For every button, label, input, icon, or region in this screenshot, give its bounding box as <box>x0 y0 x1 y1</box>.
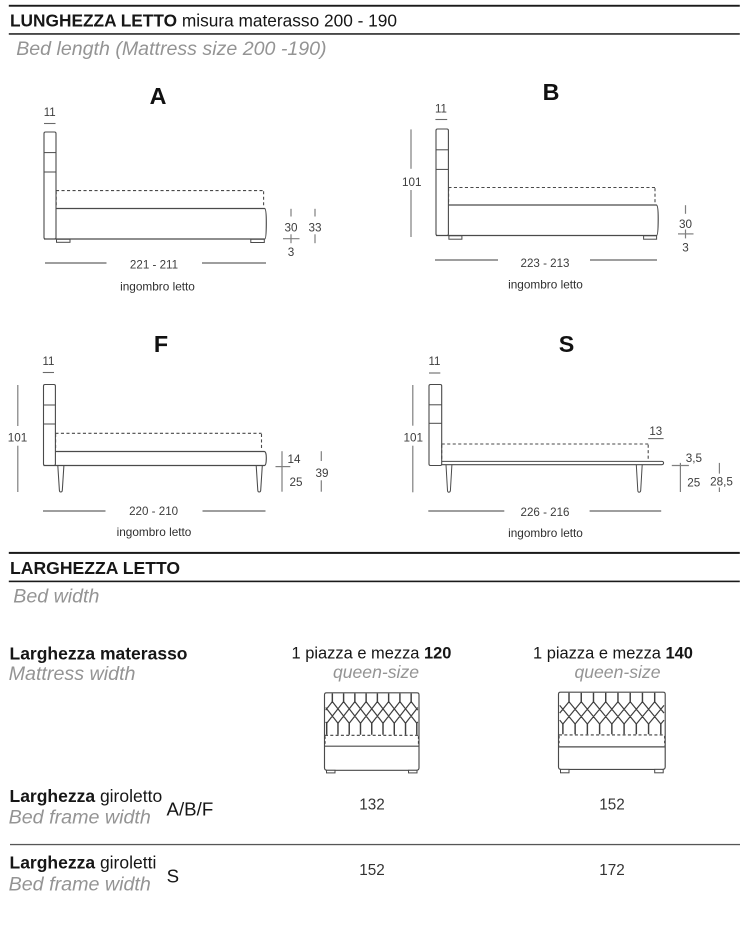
svg-text:queen-size: queen-size <box>574 662 660 682</box>
svg-text:Bed length (Mattress size 200: Bed length (Mattress size 200 -190) <box>16 38 326 60</box>
svg-text:LUNGHEZZA LETTO misura materas: LUNGHEZZA LETTO misura materasso 200 - 1… <box>10 10 397 30</box>
svg-text:25: 25 <box>687 477 701 490</box>
svg-text:28,5: 28,5 <box>710 475 733 488</box>
svg-text:S: S <box>559 331 575 357</box>
svg-text:S: S <box>167 866 179 887</box>
svg-text:ingombro letto: ingombro letto <box>508 278 583 292</box>
svg-text:Bed width: Bed width <box>13 585 99 607</box>
svg-text:33: 33 <box>308 222 321 235</box>
svg-text:ingombro letto: ingombro letto <box>117 525 192 539</box>
svg-text:Bed frame width: Bed frame width <box>9 807 151 829</box>
svg-text:ingombro letto: ingombro letto <box>508 526 583 540</box>
svg-text:39: 39 <box>315 467 328 480</box>
svg-text:30: 30 <box>284 222 298 235</box>
svg-text:B: B <box>543 79 560 105</box>
svg-text:LARGHEZZA LETTO: LARGHEZZA LETTO <box>10 558 180 578</box>
svg-text:101: 101 <box>8 431 28 444</box>
svg-text:172: 172 <box>599 862 625 879</box>
svg-text:152: 152 <box>359 862 385 879</box>
svg-text:220 - 210: 220 - 210 <box>129 505 178 518</box>
svg-text:A/B/F: A/B/F <box>167 799 214 820</box>
svg-text:F: F <box>154 331 168 357</box>
svg-text:1 piazza e mezza 140: 1 piazza e mezza 140 <box>533 644 693 662</box>
svg-text:223 - 213: 223 - 213 <box>521 257 570 270</box>
svg-text:11: 11 <box>44 107 56 119</box>
svg-text:3: 3 <box>682 242 689 255</box>
svg-text:3,5: 3,5 <box>686 452 703 465</box>
svg-text:1 piazza e mezza 120: 1 piazza e mezza 120 <box>292 644 452 662</box>
svg-text:Mattress width: Mattress width <box>9 663 136 685</box>
svg-text:132: 132 <box>359 796 385 813</box>
svg-text:30: 30 <box>679 218 693 231</box>
svg-text:3: 3 <box>288 246 295 259</box>
svg-text:Larghezza giroletti: Larghezza giroletti <box>10 853 157 873</box>
svg-text:Larghezza materasso: Larghezza materasso <box>10 644 188 664</box>
svg-text:14: 14 <box>288 453 302 466</box>
svg-text:Bed frame width: Bed frame width <box>9 873 151 895</box>
svg-text:13: 13 <box>649 426 662 438</box>
svg-text:226 - 216: 226 - 216 <box>521 506 570 519</box>
svg-text:11: 11 <box>429 356 441 368</box>
svg-text:Larghezza giroletto: Larghezza giroletto <box>10 786 163 806</box>
svg-text:101: 101 <box>402 176 422 189</box>
svg-text:A: A <box>150 83 167 109</box>
svg-text:11: 11 <box>43 356 55 368</box>
svg-text:queen-size: queen-size <box>333 662 419 682</box>
svg-text:11: 11 <box>435 104 447 116</box>
svg-text:221 - 211: 221 - 211 <box>130 259 178 272</box>
svg-text:152: 152 <box>599 796 625 813</box>
svg-text:ingombro letto: ingombro letto <box>120 280 195 294</box>
svg-text:25: 25 <box>290 476 304 489</box>
svg-text:101: 101 <box>404 431 424 444</box>
